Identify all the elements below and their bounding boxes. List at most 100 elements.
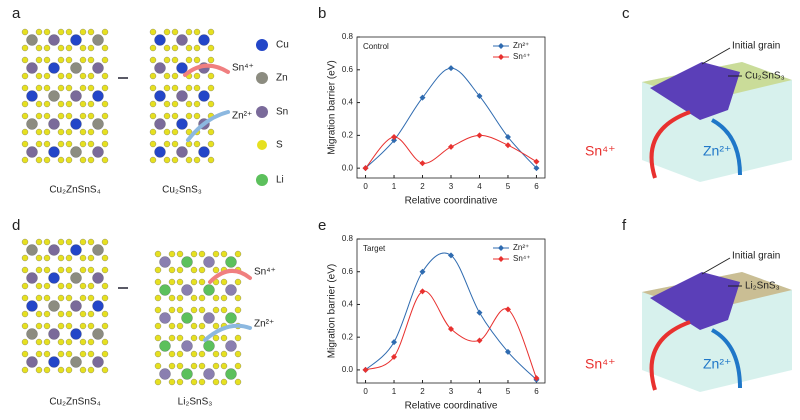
atom: [35, 310, 43, 318]
atom: [87, 254, 95, 262]
atom: [154, 266, 162, 274]
atom: [154, 322, 162, 330]
atom: [190, 350, 198, 358]
atom: [21, 350, 29, 358]
atom: [181, 340, 193, 352]
legend-label: Sn⁴⁺: [513, 254, 530, 263]
atom: [154, 362, 162, 370]
arrows: [183, 63, 252, 342]
atom: [163, 156, 171, 164]
legend-swatch: [256, 39, 268, 51]
atom: [212, 362, 220, 370]
atom: [57, 156, 65, 164]
atom: [168, 322, 176, 330]
atom: [101, 44, 109, 52]
atom: [65, 254, 73, 262]
atom: [43, 282, 51, 290]
x-tick-label: 3: [449, 387, 454, 396]
atom: [207, 156, 215, 164]
atom: [220, 294, 228, 302]
x-tick-label: 1: [392, 182, 397, 191]
atom: [193, 28, 201, 36]
atom: [79, 254, 87, 262]
annotation: Control: [363, 42, 389, 51]
atom: [220, 334, 228, 342]
atom: [79, 112, 87, 120]
atom: [203, 284, 215, 296]
atom: [79, 140, 87, 148]
atom: [185, 56, 193, 64]
atom: [21, 254, 29, 262]
atom: [26, 356, 38, 368]
atom: [87, 238, 95, 246]
series-line: [365, 290, 537, 379]
atom: [70, 272, 82, 284]
atom: [21, 56, 29, 64]
atom: [212, 294, 220, 302]
atom: [101, 282, 109, 290]
atom: [21, 72, 29, 80]
atom: [26, 272, 38, 284]
atom: [65, 366, 73, 374]
atom: [163, 140, 171, 148]
atom: [87, 282, 95, 290]
atom: [79, 44, 87, 52]
atom: [168, 266, 176, 274]
atom: [185, 100, 193, 108]
legend-swatch: [257, 140, 267, 150]
marker: [533, 158, 540, 165]
grain-crystal: [650, 272, 740, 330]
atom: [87, 294, 95, 302]
atom: [79, 56, 87, 64]
atom: [87, 56, 95, 64]
x-tick-label: 6: [534, 387, 539, 396]
atom: [35, 254, 43, 262]
atom: [149, 84, 157, 92]
atom: [225, 312, 237, 324]
atom: [92, 300, 104, 312]
atom: [87, 338, 95, 346]
panel-label: b: [318, 5, 326, 22]
atom: [26, 300, 38, 312]
y-axis-label: Migration barrier (eV): [327, 264, 338, 358]
atom: [149, 56, 157, 64]
atom: [57, 140, 65, 148]
atom: [149, 28, 157, 36]
legend-label: Sn⁴⁺: [513, 52, 530, 61]
atom: [101, 366, 109, 374]
atom: [203, 256, 215, 268]
atom: [101, 254, 109, 262]
atom: [198, 362, 206, 370]
atom: [198, 278, 206, 286]
atom: [48, 34, 60, 46]
atom: [149, 100, 157, 108]
atom: [207, 28, 215, 36]
atom: [26, 118, 38, 130]
atom: [92, 272, 104, 284]
atom: [65, 140, 73, 148]
atom: [35, 266, 43, 274]
atom: [185, 84, 193, 92]
atom: [198, 322, 206, 330]
atom: [193, 56, 201, 64]
atom: [57, 338, 65, 346]
atom: [70, 146, 82, 158]
atom: [21, 100, 29, 108]
legend-marker: [498, 54, 504, 60]
atom: [176, 146, 188, 158]
atom: [65, 350, 73, 358]
atom: [154, 250, 162, 258]
x-tick-label: 0: [363, 387, 368, 396]
atom: [43, 100, 51, 108]
y-tick-label: 0.6: [342, 267, 354, 276]
atom: [79, 350, 87, 358]
atom: [79, 28, 87, 36]
atom: [70, 244, 82, 256]
atom: [149, 128, 157, 136]
atom: [171, 112, 179, 120]
atom: [198, 306, 206, 314]
atom: [154, 90, 166, 102]
atom: [159, 312, 171, 324]
atom: [21, 294, 29, 302]
atom: [198, 250, 206, 258]
